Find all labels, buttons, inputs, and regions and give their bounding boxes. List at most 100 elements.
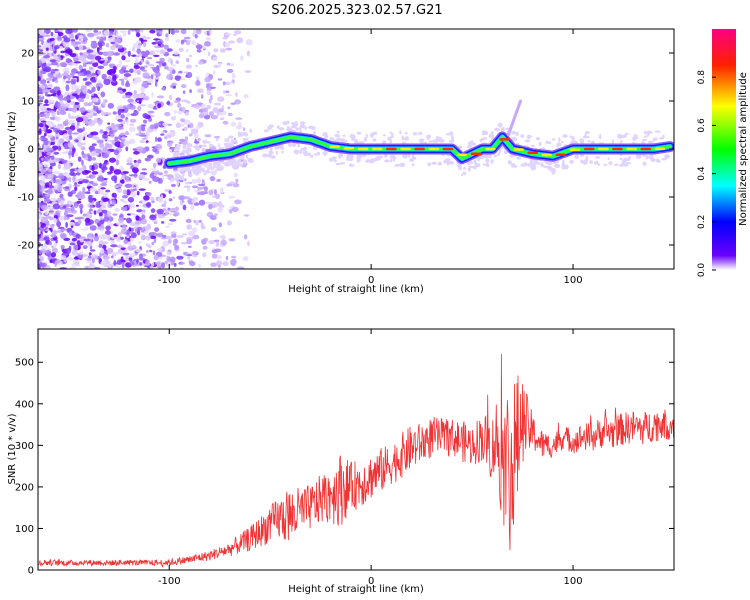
noise-blob	[38, 92, 44, 94]
noise-blob	[146, 82, 152, 85]
noise-blob	[58, 57, 62, 60]
noise-blob	[215, 241, 220, 247]
noise-blob	[86, 176, 89, 179]
noise-blob	[46, 147, 54, 151]
spectrogram-y-tick-label: -20	[18, 241, 34, 252]
noise-blob	[127, 29, 131, 35]
noise-blob	[67, 128, 73, 136]
noise-blob	[78, 98, 85, 103]
noise-blob	[120, 198, 124, 202]
noise-blob	[206, 104, 212, 110]
noise-blob	[143, 37, 147, 40]
noise-blob	[86, 260, 93, 264]
halo-blob	[286, 120, 290, 125]
spectrogram-ridge-layer	[163, 99, 674, 169]
noise-blob	[147, 103, 155, 109]
noise-blob	[183, 36, 191, 40]
noise-blob	[211, 170, 217, 176]
noise-blob	[65, 29, 73, 35]
noise-blob	[205, 83, 211, 89]
noise-blob	[165, 225, 170, 228]
noise-blob	[204, 76, 211, 83]
noise-blob	[76, 107, 80, 111]
noise-blob	[155, 262, 161, 265]
noise-blob	[243, 234, 248, 240]
noise-blob	[52, 203, 61, 210]
noise-blob	[189, 89, 193, 94]
noise-blob	[91, 79, 97, 83]
noise-blob	[136, 258, 139, 264]
noise-blob	[191, 178, 197, 184]
noise-blob	[208, 29, 212, 35]
noise-blob	[228, 238, 236, 242]
noise-blob	[62, 133, 69, 140]
noise-blob	[182, 90, 186, 94]
noise-blob	[93, 29, 98, 33]
noise-blob	[138, 99, 142, 105]
noise-blob	[155, 71, 161, 77]
noise-blob	[105, 189, 111, 193]
noise-blob	[60, 245, 65, 249]
noise-blob	[168, 198, 173, 202]
halo-blob	[356, 131, 362, 135]
noise-blob	[133, 159, 137, 163]
noise-blob	[135, 29, 140, 34]
noise-blob	[43, 88, 50, 94]
noise-blob	[157, 102, 162, 109]
noise-blob	[213, 64, 220, 69]
noise-blob	[76, 117, 84, 123]
halo-blob	[445, 158, 451, 163]
halo-blob	[409, 158, 415, 162]
noise-blob	[205, 37, 211, 41]
noise-blob	[142, 41, 147, 48]
noise-blob	[50, 61, 59, 66]
noise-blob	[124, 183, 133, 188]
noise-blob	[117, 183, 123, 187]
noise-blob	[86, 74, 93, 78]
noise-blob	[126, 213, 132, 216]
noise-blob	[69, 53, 77, 58]
noise-blob	[47, 248, 51, 251]
noise-blob	[227, 106, 231, 110]
noise-blob	[219, 234, 227, 239]
noise-blob	[102, 51, 109, 57]
noise-blob	[65, 247, 71, 255]
noise-blob	[202, 245, 208, 250]
noise-blob	[136, 55, 140, 58]
snr-series-line	[38, 354, 674, 568]
noise-blob	[91, 86, 96, 93]
noise-blob	[47, 99, 55, 104]
noise-blob	[67, 256, 73, 261]
halo-blob	[431, 161, 437, 165]
noise-blob	[65, 80, 71, 84]
noise-blob	[45, 29, 50, 35]
noise-blob	[97, 188, 101, 194]
noise-blob	[163, 200, 167, 205]
noise-blob	[246, 50, 251, 57]
halo-blob	[488, 133, 495, 139]
noise-blob	[195, 76, 200, 80]
noise-blob	[107, 220, 111, 226]
halo-blob	[342, 134, 346, 137]
halo-blob	[551, 138, 556, 141]
noise-blob	[98, 162, 102, 169]
noise-blob	[57, 103, 61, 107]
noise-blob	[54, 80, 59, 84]
halo-blob	[540, 162, 544, 168]
noise-blob	[153, 173, 158, 176]
noise-blob	[122, 171, 129, 174]
noise-blob	[153, 255, 159, 261]
noise-blob	[82, 245, 88, 250]
noise-blob	[47, 252, 52, 258]
noise-blob	[68, 33, 75, 39]
noise-blob	[121, 65, 127, 72]
snr-x-label: Height of straight line (km)	[288, 584, 424, 595]
noise-blob	[213, 48, 219, 53]
noise-blob	[208, 189, 214, 196]
noise-blob	[45, 229, 50, 232]
halo-blob	[445, 133, 451, 136]
halo-blob	[227, 137, 230, 140]
noise-blob	[80, 85, 88, 89]
halo-blob	[657, 159, 661, 163]
noise-blob	[38, 86, 42, 93]
